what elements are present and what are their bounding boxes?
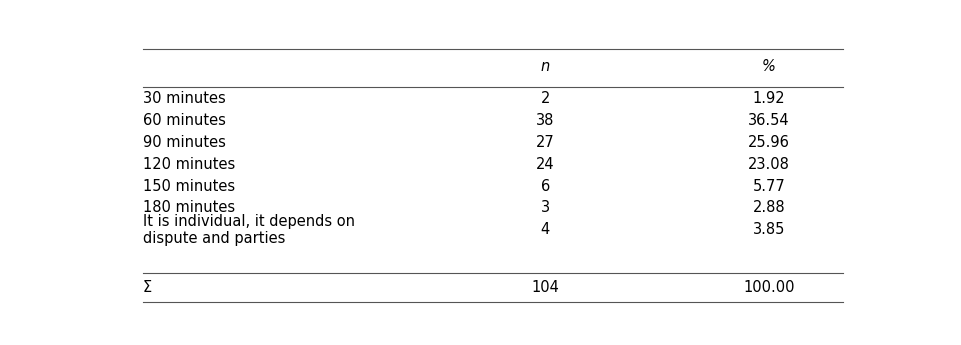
Text: %: %: [761, 59, 775, 74]
Text: 5.77: 5.77: [752, 179, 784, 194]
Text: 36.54: 36.54: [748, 113, 789, 128]
Text: 3.85: 3.85: [752, 223, 784, 237]
Text: 30 minutes: 30 minutes: [142, 91, 225, 106]
Text: 25.96: 25.96: [747, 135, 789, 150]
Text: 6: 6: [540, 179, 550, 194]
Text: 104: 104: [530, 280, 558, 295]
Text: Σ: Σ: [142, 280, 152, 295]
Text: 60 minutes: 60 minutes: [142, 113, 225, 128]
Text: 100.00: 100.00: [742, 280, 794, 295]
Text: 2.88: 2.88: [752, 200, 784, 216]
Text: 3: 3: [540, 200, 549, 216]
Text: 38: 38: [535, 113, 554, 128]
Text: 4: 4: [540, 223, 550, 237]
Text: 23.08: 23.08: [747, 157, 789, 172]
Text: 180 minutes: 180 minutes: [142, 200, 234, 216]
Text: 150 minutes: 150 minutes: [142, 179, 234, 194]
Text: It is individual, it depends on
dispute and parties: It is individual, it depends on dispute …: [142, 214, 355, 246]
Text: 120 minutes: 120 minutes: [142, 157, 234, 172]
Text: 2: 2: [540, 91, 550, 106]
Text: 27: 27: [535, 135, 554, 150]
Text: 90 minutes: 90 minutes: [142, 135, 225, 150]
Text: n: n: [540, 59, 550, 74]
Text: 24: 24: [535, 157, 554, 172]
Text: 1.92: 1.92: [752, 91, 784, 106]
